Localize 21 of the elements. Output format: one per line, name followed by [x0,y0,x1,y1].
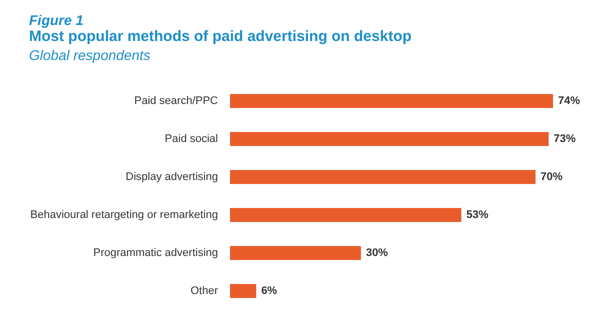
data-label: 30% [366,247,388,259]
y-tick-label: Behavioural retargeting or remarketing [30,209,218,221]
data-label: 53% [466,209,489,221]
data-label: 70% [540,171,563,183]
bar [230,170,536,184]
data-label: 74% [558,95,580,107]
bar [230,284,256,298]
text: Global respondents [29,47,150,63]
y-tick-label: Other [190,285,218,297]
y-tick-label: Paid search/PPC [134,95,218,107]
bar [230,132,549,146]
y-tick-label: Programmatic advertising [93,247,218,259]
data-label: 6% [261,285,278,297]
data-label: 73% [554,133,576,145]
bar [230,208,462,222]
y-tick-label: Paid social [164,133,218,145]
caption: Figure 1 [29,12,84,28]
bar [230,246,361,260]
chart-title: Most popular methods of paid advertising on desktop [29,28,412,45]
y-tick-label: Display advertising [126,171,218,183]
bar [230,94,553,108]
